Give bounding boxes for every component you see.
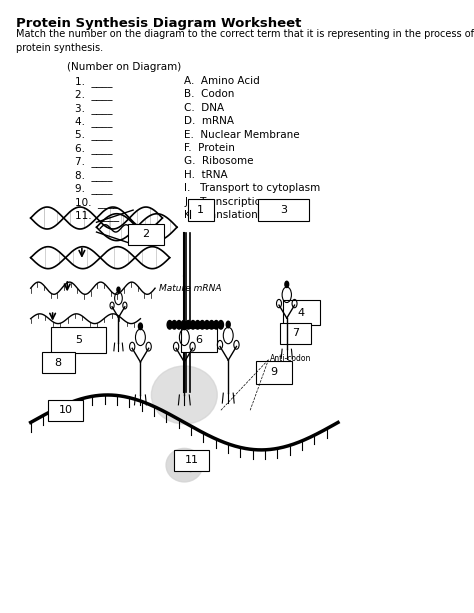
FancyArrow shape xyxy=(183,452,199,473)
Text: 8.  ____: 8. ____ xyxy=(74,170,112,181)
Text: C.  DNA: C. DNA xyxy=(184,103,225,113)
Circle shape xyxy=(186,321,191,329)
Text: 2.  ____: 2. ____ xyxy=(74,89,112,100)
Text: K.  Translation: K. Translation xyxy=(184,210,258,220)
Circle shape xyxy=(181,321,186,329)
Text: I.   Transport to cytoplasm: I. Transport to cytoplasm xyxy=(184,183,320,193)
Text: 7.  ____: 7. ____ xyxy=(74,156,112,167)
Text: 4.  ____: 4. ____ xyxy=(74,116,112,127)
FancyBboxPatch shape xyxy=(181,329,217,352)
Circle shape xyxy=(176,321,182,329)
Text: 6.  ____: 6. ____ xyxy=(74,143,112,154)
Circle shape xyxy=(204,321,210,329)
Text: A.  Amino Acid: A. Amino Acid xyxy=(184,76,260,86)
Text: 5.  ____: 5. ____ xyxy=(74,129,112,140)
Text: 5: 5 xyxy=(75,335,82,345)
Circle shape xyxy=(200,321,205,329)
Ellipse shape xyxy=(151,366,217,424)
Text: 11.  ____: 11. ____ xyxy=(74,210,118,221)
Text: E.  Nuclear Membrane: E. Nuclear Membrane xyxy=(184,129,300,140)
Circle shape xyxy=(191,321,196,329)
Circle shape xyxy=(195,321,200,329)
FancyBboxPatch shape xyxy=(255,361,292,384)
Text: H.  tRNA: H. tRNA xyxy=(184,170,228,180)
Text: D.  mRNA: D. mRNA xyxy=(184,116,234,126)
Text: 1: 1 xyxy=(197,205,204,215)
Circle shape xyxy=(209,321,214,329)
Text: 8: 8 xyxy=(55,357,62,368)
Circle shape xyxy=(172,321,177,329)
Text: (Number on Diagram): (Number on Diagram) xyxy=(67,63,182,72)
Text: 3: 3 xyxy=(280,205,287,215)
FancyBboxPatch shape xyxy=(51,327,106,353)
Text: J.   Transcription: J. Transcription xyxy=(184,197,268,207)
Text: 3.  ____: 3. ____ xyxy=(74,103,112,113)
Text: Anti-codon: Anti-codon xyxy=(270,354,312,363)
FancyBboxPatch shape xyxy=(48,400,83,421)
Circle shape xyxy=(138,323,142,330)
Text: 9: 9 xyxy=(270,367,278,378)
FancyBboxPatch shape xyxy=(174,449,209,471)
Text: 4: 4 xyxy=(298,308,305,318)
Ellipse shape xyxy=(166,448,202,482)
FancyBboxPatch shape xyxy=(188,199,214,221)
Text: 6: 6 xyxy=(195,335,202,345)
Text: 1.  ____: 1. ____ xyxy=(74,76,112,87)
Text: 10: 10 xyxy=(58,405,73,415)
Text: Match the number on the diagram to the correct term that it is representing in t: Match the number on the diagram to the c… xyxy=(16,29,474,53)
Text: F.  Protein: F. Protein xyxy=(184,143,235,153)
Circle shape xyxy=(285,281,289,287)
FancyBboxPatch shape xyxy=(258,199,310,221)
FancyBboxPatch shape xyxy=(281,322,311,344)
Text: 10.  ____: 10. ____ xyxy=(74,197,118,208)
Circle shape xyxy=(214,321,219,329)
Text: 9.  ____: 9. ____ xyxy=(74,183,112,194)
Circle shape xyxy=(167,321,172,329)
FancyBboxPatch shape xyxy=(128,224,164,245)
Text: 7: 7 xyxy=(292,329,300,338)
Circle shape xyxy=(226,321,230,328)
FancyBboxPatch shape xyxy=(42,352,74,373)
Text: Protein Synthesis Diagram Worksheet: Protein Synthesis Diagram Worksheet xyxy=(16,17,301,30)
Text: 2: 2 xyxy=(142,229,149,240)
FancyBboxPatch shape xyxy=(283,300,319,325)
Text: B.  Codon: B. Codon xyxy=(184,89,235,99)
Circle shape xyxy=(219,321,223,329)
Circle shape xyxy=(117,287,120,292)
Text: Mature mRNA: Mature mRNA xyxy=(159,284,221,292)
Circle shape xyxy=(182,323,186,330)
Text: G.  Ribosome: G. Ribosome xyxy=(184,156,254,166)
Text: 11: 11 xyxy=(185,455,199,465)
